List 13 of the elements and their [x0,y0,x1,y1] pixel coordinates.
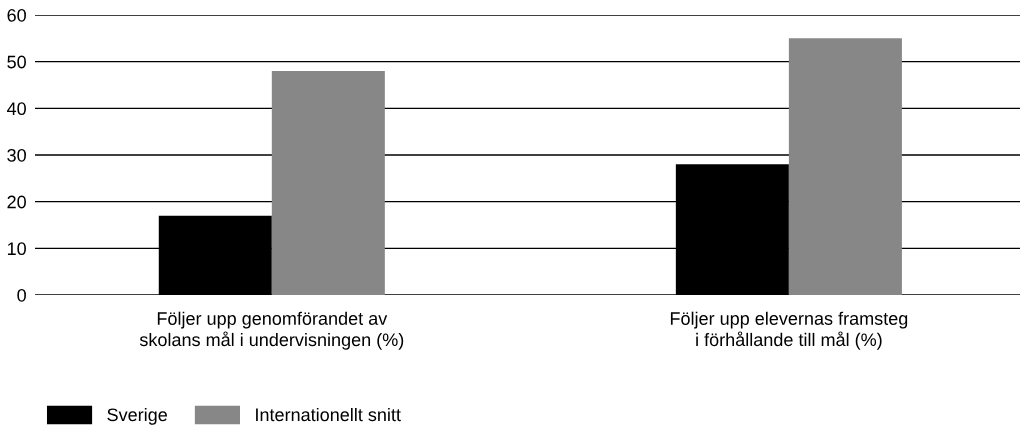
bar [271,71,385,295]
bar [788,38,902,295]
legend-label: Internationellt snitt [256,407,401,422]
x-tick-label: Följer upp genomförandet av skolans mål i undervisningen (%) [139,311,404,350]
legend-label: Sverige [107,407,167,425]
y-tick-label: 10 [7,242,26,256]
y-tick-label: 0 [17,288,26,302]
y-tick-label: 20 [7,195,26,209]
y-tick-label: 30 [7,148,26,162]
y-tick-label: 40 [7,102,26,116]
y-tick-label: 60 [7,8,26,22]
x-tick-label: Följer upp elevernas framsteg i förhållande till mål (%) [670,311,908,350]
y-tick-label: 50 [7,55,26,69]
